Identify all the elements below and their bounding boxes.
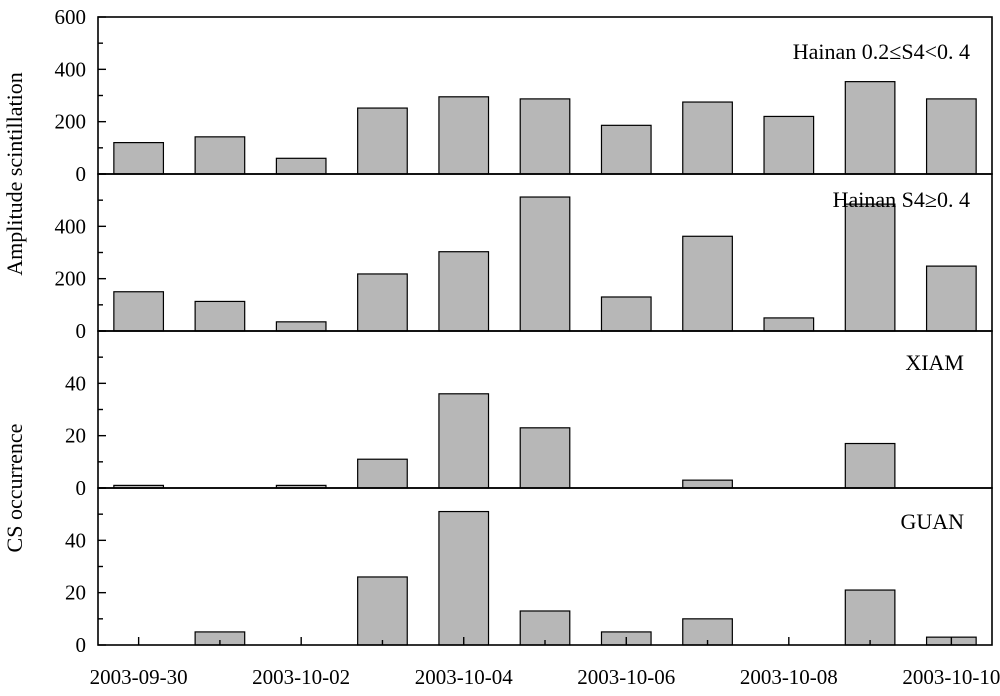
bar-panel2-2003-10-06: [600, 296, 652, 332]
bar-panel1-2003-10-01: [194, 136, 246, 175]
bar-panel1-2003-10-03: [357, 107, 408, 175]
bar-panel4-2003-10-03: [357, 576, 408, 646]
ytick-label-panel1: 400: [55, 57, 87, 81]
panel-label-4: GUAN: [900, 509, 964, 534]
ytick-label-panel1: 0: [76, 162, 87, 186]
ytick-label-panel2: 200: [55, 267, 87, 291]
bar-panel4-2003-10-09: [844, 589, 896, 646]
bar-panel3-2003-10-04: [438, 393, 490, 489]
bar-panel1-2003-09-30: [113, 142, 165, 175]
xtick-label: 2003-10-08: [740, 665, 838, 689]
xtick-label: 2003-10-06: [577, 665, 675, 689]
ytick-label-panel4: 0: [76, 633, 87, 657]
bar-panel2-2003-09-30: [113, 291, 165, 332]
bar-panel2-2003-10-05: [519, 196, 571, 332]
bar-panel2-2003-10-09: [844, 203, 896, 332]
ytick-label-panel2: 0: [76, 319, 87, 343]
bar-panel1-2003-10-04: [438, 96, 490, 175]
ytick-label-panel1: 600: [55, 5, 87, 29]
bar-panel1-2003-10-05: [519, 98, 571, 175]
bar-panel4-2003-10-04: [438, 510, 490, 646]
xtick-label: 2003-09-30: [90, 665, 188, 689]
bar-panel3-2003-10-03: [357, 458, 408, 489]
bar-panel2-2003-10-10: [925, 265, 977, 332]
bar-panel1-2003-10-09: [844, 81, 896, 175]
bar-panel1-2003-10-06: [600, 124, 652, 175]
bar-panel3-2003-10-07: [682, 479, 733, 489]
ytick-label-panel4: 40: [65, 528, 86, 552]
panel-label-1: Hainan 0.2≤S4<0. 4: [793, 39, 970, 64]
ytick-label-panel4: 20: [65, 581, 86, 605]
xtick-label: 2003-10-10: [902, 665, 1000, 689]
bar-panel2-2003-10-07: [682, 235, 733, 332]
bar-panel2-2003-10-03: [357, 273, 408, 332]
ytick-label-panel3: 0: [76, 476, 87, 500]
bar-panel2-2003-10-08: [763, 317, 815, 332]
bar-panel3-2003-10-09: [844, 442, 896, 489]
y-axis-title-1: Amplitude scintillation: [2, 72, 27, 275]
xtick-label: 2003-10-02: [252, 665, 350, 689]
ytick-label-panel1: 200: [55, 110, 87, 134]
panel-label-2: Hainan S4≥0. 4: [833, 187, 970, 212]
ytick-label-panel3: 40: [65, 371, 86, 395]
ytick-label-panel2: 400: [55, 214, 87, 238]
bar-panel3-2003-10-05: [519, 427, 571, 489]
y-axis-title-2: CS occurrence: [2, 424, 27, 553]
panel-label-3: XIAM: [905, 350, 964, 375]
bar-panel1-2003-10-10: [925, 98, 977, 175]
bar-panel1-2003-10-08: [763, 115, 815, 175]
bar-panel4-2003-10-05: [519, 610, 571, 646]
bar-panel2-2003-10-02: [275, 321, 327, 332]
bar-panel2-2003-10-01: [194, 300, 246, 332]
bar-panel1-2003-10-02: [275, 157, 327, 175]
ytick-label-panel3: 20: [65, 424, 86, 448]
bar-panel2-2003-10-04: [438, 251, 490, 332]
bar-panel1-2003-10-07: [682, 101, 733, 175]
xtick-label: 2003-10-04: [415, 665, 513, 689]
